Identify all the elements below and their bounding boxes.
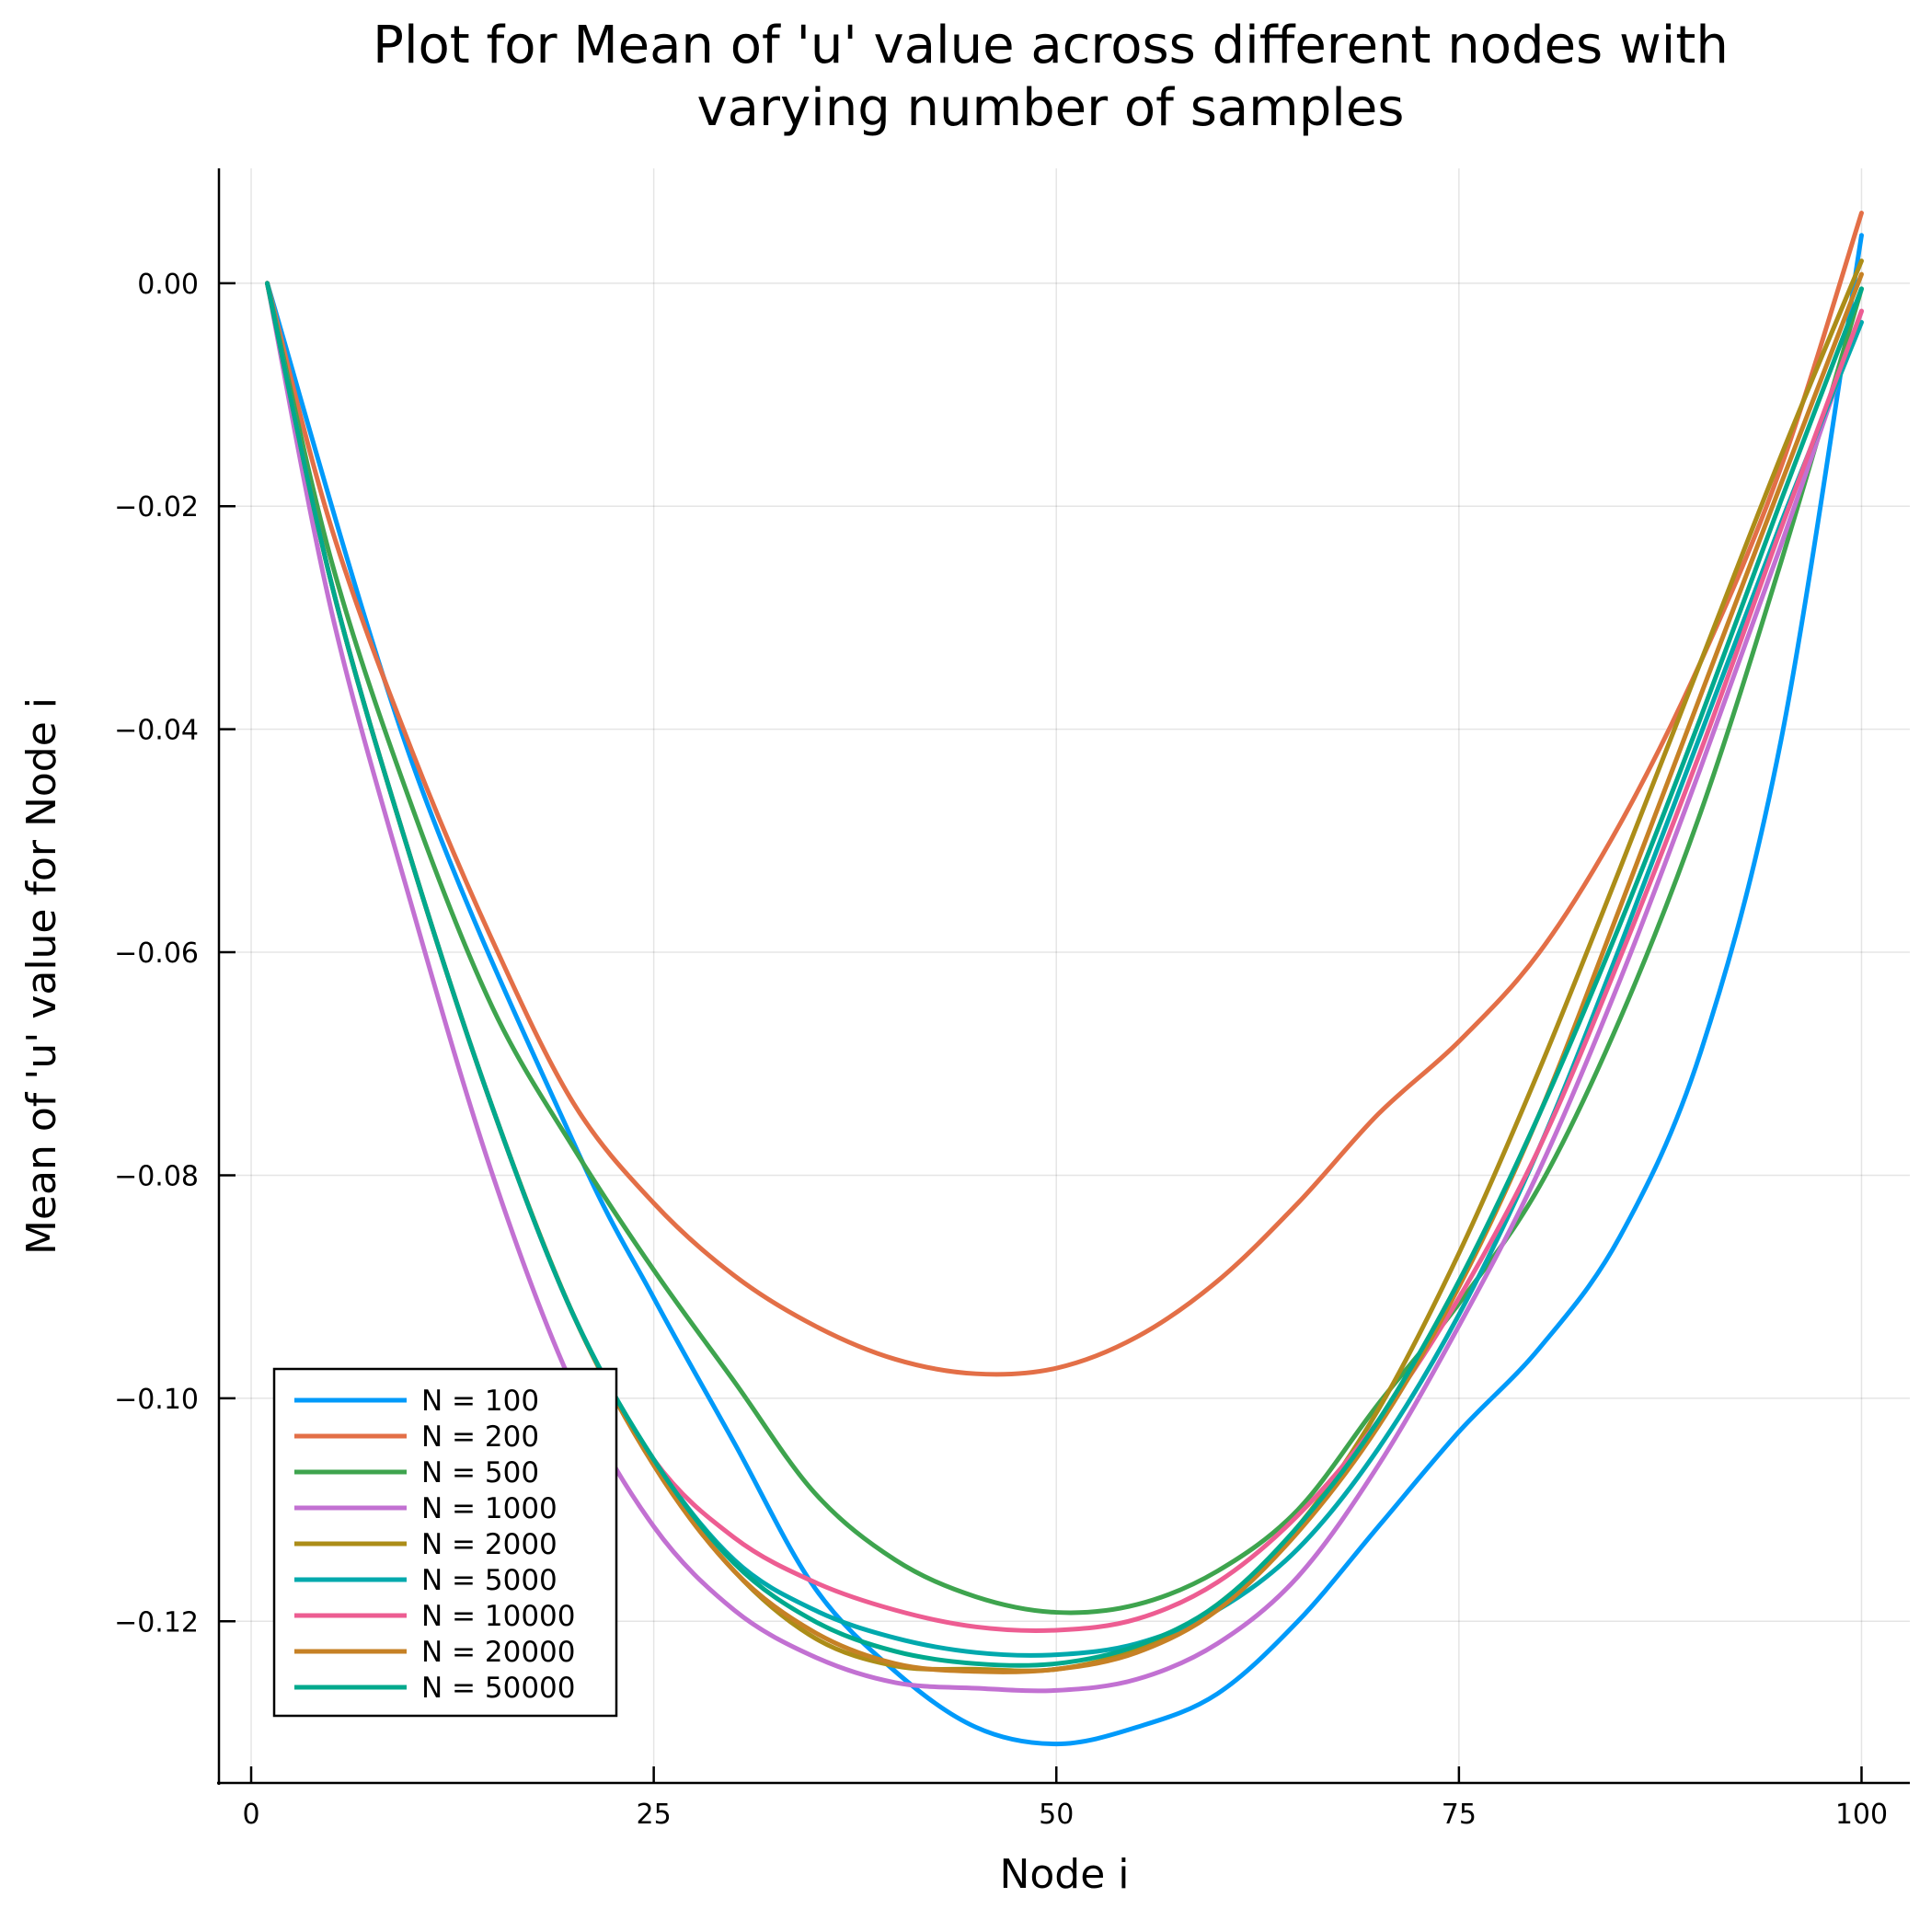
y-tick-label: −0.12 [114, 1606, 199, 1639]
legend-label: N = 20000 [421, 1636, 576, 1669]
legend-label: N = 500 [421, 1456, 539, 1489]
y-tick-label: −0.08 [114, 1160, 199, 1192]
y-tick-label: 0.00 [137, 269, 199, 301]
series-line-3 [265, 281, 1864, 1694]
ticks: 0 25 50 75 100 0.00 −0.02 −0.04 −0.06 −0.08 −0.10 −… [114, 269, 1888, 1831]
legend-label: N = 1000 [421, 1492, 557, 1525]
chart-title-line-2: varying number of samples [697, 78, 1405, 138]
y-tick-label: −0.02 [114, 491, 199, 523]
series-line-8 [265, 281, 1864, 1668]
x-tick-label: 100 [1835, 1799, 1888, 1831]
legend-label: N = 5000 [421, 1564, 557, 1597]
legend-label: N = 2000 [421, 1528, 557, 1561]
x-axis-label: Node i [999, 1851, 1129, 1898]
x-tick-label: 75 [1442, 1799, 1477, 1831]
legend-label: N = 100 [421, 1385, 539, 1418]
series-line-2 [265, 281, 1864, 1616]
chart-title-line-1: Plot for Mean of 'u' value across differ… [373, 16, 1729, 75]
y-tick-label: −0.04 [114, 715, 199, 747]
x-tick-label: 25 [637, 1799, 672, 1831]
axes [217, 168, 1910, 1785]
x-tick-label: 0 [242, 1799, 259, 1831]
legend-label: N = 50000 [421, 1672, 576, 1705]
series-line-1 [265, 210, 1864, 1377]
y-axis-label: Mean of 'u' value for Node i [18, 697, 65, 1255]
legend-label: N = 10000 [421, 1600, 576, 1633]
series-lines [265, 210, 1864, 1747]
x-tick-label: 50 [1039, 1799, 1074, 1831]
y-tick-label: −0.10 [114, 1384, 199, 1416]
y-tick-label: −0.06 [114, 937, 199, 970]
legend-label: N = 200 [421, 1420, 539, 1454]
series-line-0 [265, 233, 1864, 1747]
